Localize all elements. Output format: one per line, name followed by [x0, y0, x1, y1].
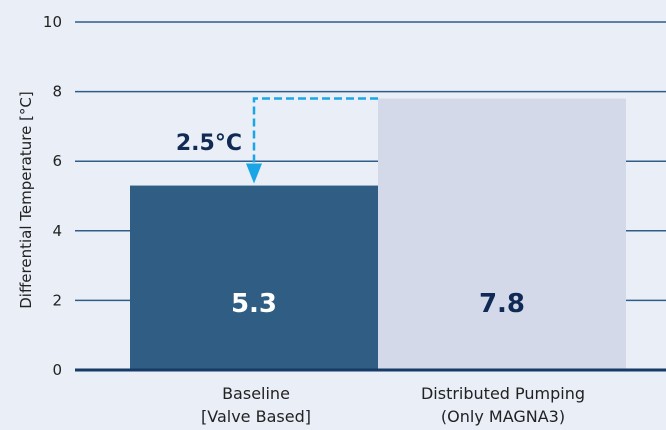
difference-annotation: 2.5°C	[176, 97, 378, 184]
y-tick-label: 2	[52, 291, 62, 309]
x-category-label: Distributed Pumping	[421, 384, 585, 403]
annotation-arrowhead	[246, 163, 262, 184]
y-tick-label: 4	[52, 222, 62, 240]
bar	[130, 185, 378, 370]
y-axis-title: Differential Temperature [°C]	[17, 91, 35, 309]
y-tick-label: 10	[43, 13, 62, 31]
y-axis-ticks: 0 2 4 6 8 10	[43, 13, 62, 379]
annotation-line	[252, 97, 378, 164]
x-category-label: Baseline	[222, 384, 290, 403]
x-category-label: [Valve Based]	[201, 407, 311, 426]
bar	[378, 98, 626, 370]
bar-value-label: 5.3	[231, 289, 277, 319]
y-tick-label: 8	[52, 83, 62, 101]
x-category-label: (Only MAGNA3)	[441, 407, 565, 426]
y-tick-label: 0	[52, 361, 62, 379]
annotation-label: 2.5°C	[176, 131, 242, 156]
y-tick-label: 6	[52, 152, 62, 170]
bars: 5.3 7.8	[130, 98, 626, 370]
bar-value-label: 7.8	[479, 289, 525, 319]
x-axis-categories: Baseline [Valve Based] Distributed Pumping…	[201, 384, 585, 426]
